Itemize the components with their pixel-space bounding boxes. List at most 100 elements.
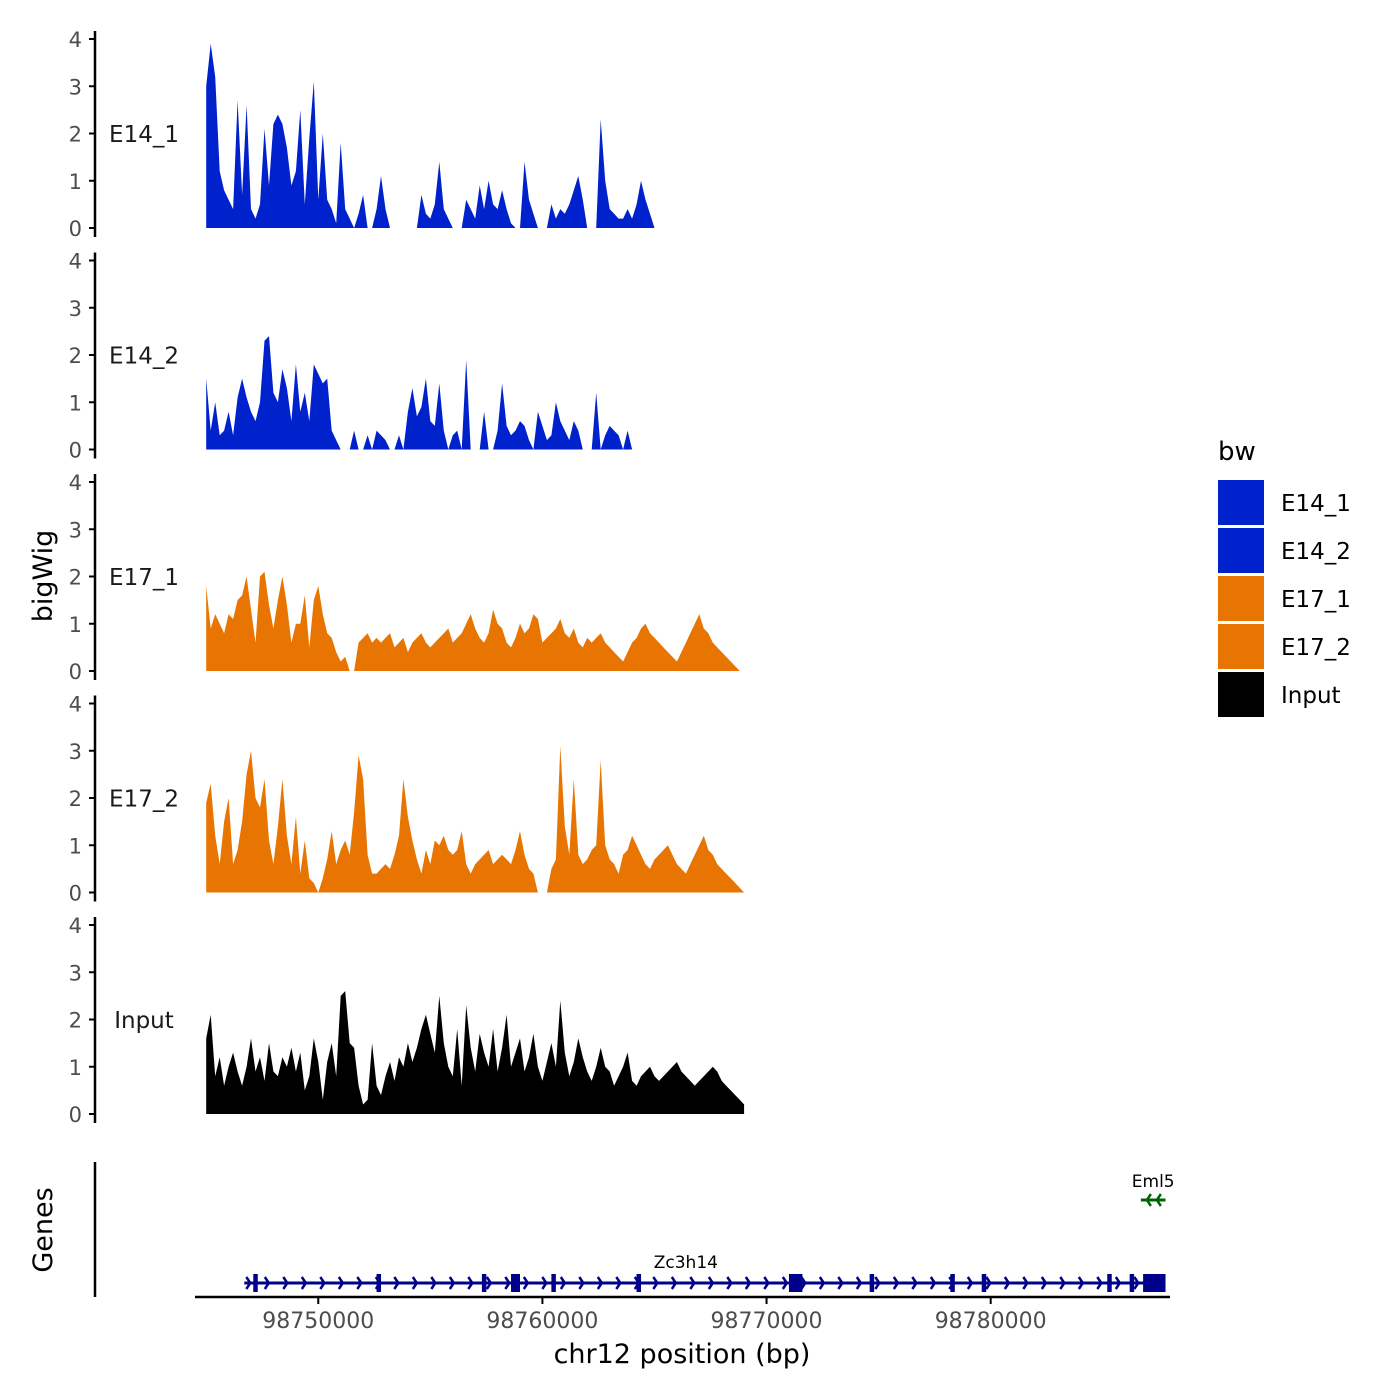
strand-chevron [541,1276,548,1290]
legend-label: E17_2 [1281,635,1351,661]
y-tick-label: 4 [69,693,82,717]
exon [981,1274,987,1292]
legend-swatch [1218,624,1264,669]
y-tick-label: 4 [69,28,82,52]
y-tick-label: 3 [69,297,82,321]
y-tick-label: 1 [69,834,82,858]
exon [481,1274,487,1292]
strand-chevron [837,1276,844,1290]
exon [1143,1274,1166,1292]
y-tick-label: 2 [69,344,82,368]
strand-chevron [319,1276,326,1290]
strand-chevron [263,1276,271,1290]
track-E17_1: 0 1 2 3 4 E17_1 [69,471,740,684]
strand-chevron [874,1276,881,1290]
exon [869,1274,875,1292]
strand-chevron [1059,1276,1066,1290]
gene-Eml5: Eml5 [1132,1172,1175,1207]
exon [253,1274,258,1292]
exon [788,1274,803,1292]
strand-chevron [781,1276,789,1290]
legend-entry: E14_1 [1218,480,1351,525]
x-tick-label: 98780000 [935,1309,1047,1334]
strand-chevron [448,1276,456,1290]
strand-chevron [689,1276,696,1290]
y-tick-label: 3 [69,518,82,542]
strand-chevron [855,1276,863,1290]
strand-chevron [356,1276,363,1290]
strand-chevron [892,1276,900,1290]
y-tick-label: 1 [69,1056,82,1080]
strand-chevron [1145,1193,1152,1207]
y-tick-label: 3 [69,961,82,985]
strand-chevron [652,1276,659,1290]
y-tick-label: 2 [69,787,82,811]
legend-label: Input [1281,683,1341,709]
strand-chevron [430,1276,437,1290]
y-tick-label: 2 [69,1009,82,1033]
y-tick-label: 4 [69,471,82,495]
gene-name: Eml5 [1132,1172,1175,1192]
y-tick-label: 4 [69,250,82,274]
strand-chevron [1040,1276,1048,1290]
strand-chevron [467,1276,474,1290]
legend-label: E17_1 [1281,587,1351,613]
gene-name: Zc3h14 [654,1253,718,1273]
x-axis: 98750000 98760000 98770000 98780000 chr12 p… [195,1295,1170,1370]
y-tick-label: 4 [69,914,82,938]
legend-swatch [1218,480,1264,525]
strand-chevron [245,1276,252,1290]
strand-chevron [818,1276,826,1290]
strand-chevron [744,1276,752,1290]
strand-chevron [522,1276,530,1290]
track-E14_1: 0 1 2 3 4 E14_1 [69,28,763,241]
exon [1129,1274,1135,1292]
x-ticks: 98750000 98760000 98770000 98780000 [262,1297,1047,1334]
exon [511,1274,520,1292]
strand-chevron [985,1276,992,1290]
strand-chevron [300,1276,308,1290]
legend-entry: Input [1218,672,1341,717]
coverage-tracks: 0 1 2 3 4 E14_1 0 1 2 3 4 E14_2 0 1 2 3 4 E17_1 0 1 2 3 4 E17_2… [69,28,763,1127]
strand-chevron [707,1276,715,1290]
legend-swatch [1218,672,1264,717]
y-tick-label: 1 [69,391,82,415]
legend-label: E14_1 [1281,491,1351,517]
legend-entry: E17_1 [1218,576,1351,621]
y-tick-label: 0 [69,660,82,684]
track-label: E17_1 [109,565,179,591]
strand-chevron [411,1276,419,1290]
strand-chevron [1133,1276,1140,1290]
strand-chevron [578,1276,585,1290]
coverage-area-E17_1 [206,571,740,671]
y-tick-label: 0 [69,1103,82,1127]
track-label: E14_1 [109,122,179,148]
gene-marks: Zc3h14 Eml5 [244,1172,1175,1292]
strand-chevron [911,1276,918,1290]
strand-chevron [337,1276,345,1290]
strand-chevron [966,1276,974,1290]
strand-chevron [485,1276,493,1290]
y-tick-label: 2 [69,123,82,147]
legend-label: E14_2 [1281,539,1351,565]
track-label: E14_2 [109,344,179,370]
strand-chevron [800,1276,807,1290]
track-label: E17_2 [109,787,179,813]
strand-chevron [1155,1193,1162,1207]
exon [551,1274,556,1292]
gene-Zc3h14: Zc3h14 [244,1253,1166,1292]
strand-chevron [615,1276,622,1290]
exon [376,1274,382,1292]
y-tick-label: 1 [69,170,82,194]
strand-chevron [393,1276,400,1290]
coverage-area-E14_1 [206,43,763,229]
legend-entries: E14_1 E14_2 E17_1 E17_2 Input [1218,480,1351,717]
strand-chevron [929,1276,937,1290]
y-axis-title: bigWig [28,530,59,623]
legend-entry: E14_2 [1218,528,1351,573]
exon [950,1274,955,1292]
track-E14_2: 0 1 2 3 4 E14_2 [69,250,745,463]
y-tick-label: 3 [69,75,82,99]
genes-panel: Genes Zc3h14 Eml5 [28,1162,1175,1297]
